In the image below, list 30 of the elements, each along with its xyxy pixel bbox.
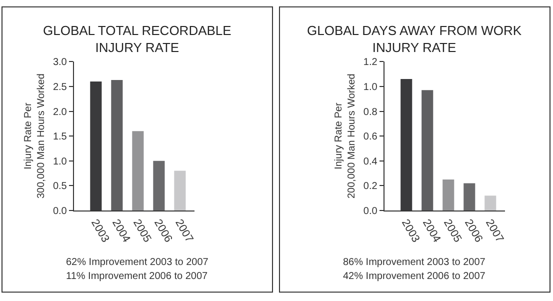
y-tick-label: 1.0 [52,156,68,168]
bar [132,131,144,210]
chart-title: GLOBAL DAYS AWAY FROM WORK INJURY RATE [307,23,522,55]
y-tick-label: 2.5 [52,82,68,93]
bar [422,90,434,210]
y-tick-label: 0.5 [52,181,68,192]
text: 11% Improvement 2006 to 2007 [66,271,208,282]
y-tick-label: 0.4 [363,156,378,168]
y-tick-label: 0.6 [363,132,378,143]
y-tick-label: 1.2 [363,57,378,68]
bar [464,183,476,210]
bar [153,160,165,210]
text: 62% Improvement 2003 to 2007 [66,257,209,268]
y-tick-label: 0.0 [52,206,68,217]
y-tick-label: 2.0 [52,106,68,118]
y-axis-title: Injury Rate Per 300,000 Man Hours Worked [22,74,47,199]
text: 86% Improvement 2003 to 2007 [343,257,486,268]
y-axis-title: Injury Rate Per 200,000 Man Hours Worked [333,74,358,199]
bar [111,80,123,210]
y-tick-label: 3.0 [52,57,68,68]
y-tick-label: 0.0 [363,206,378,217]
bar [484,196,496,210]
y-tick-label: 1.0 [363,82,378,93]
chart-title: GLOBAL TOTAL RECORDABLE INJURY RATE [43,23,232,55]
y-tick-label: 1.5 [52,132,68,143]
y-tick-label: 0.8 [363,106,378,118]
bar [174,170,186,210]
text: 42% Improvement 2006 to 2007 [343,271,486,282]
y-tick-label: 0.2 [363,181,378,192]
bar [442,179,454,210]
